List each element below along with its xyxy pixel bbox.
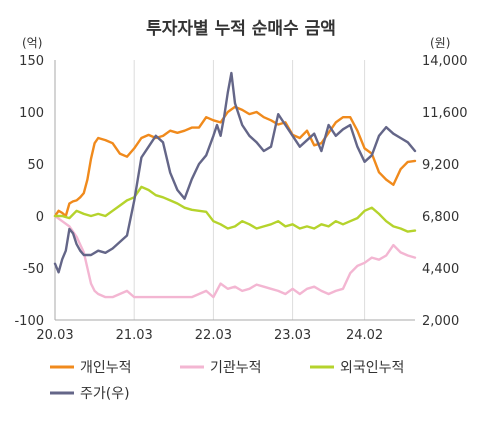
y-right-tick-label: 2,000: [422, 314, 459, 329]
x-tick-label: 23.03: [274, 328, 311, 343]
x-tick-label: 20.03: [36, 328, 73, 343]
series-lines: [53, 71, 417, 299]
x-ticks: 20.03 21.03 22.03 23.03 24.02: [36, 328, 383, 343]
y-left-tick-label: 150: [19, 54, 44, 69]
y-left-unit: (억): [22, 36, 42, 50]
y-right-tick-label: 14,000: [422, 54, 468, 69]
y-right-ticks: 14,000 11,600 9,200 6,800 4,400 2,000: [422, 54, 468, 329]
y-right-tick-label: 4,400: [422, 262, 459, 277]
x-tick-label: 22.03: [195, 328, 232, 343]
y-left-ticks: 150 100 50 0 -50 -100: [14, 54, 44, 329]
series-line-2: [53, 185, 417, 233]
legend-label: 기관누적: [210, 360, 262, 376]
series-line-3: [53, 71, 417, 274]
series-line-0: [53, 105, 417, 218]
x-tick-label: 24.02: [346, 328, 383, 343]
series-line-1: [53, 214, 417, 299]
y-right-tick-label: 9,200: [422, 158, 459, 173]
y-left-tick-label: 50: [27, 158, 44, 173]
grid: [54, 60, 366, 320]
y-left-tick-label: -50: [23, 262, 44, 277]
legend-label: 외국인누적: [340, 360, 404, 376]
legend-label: 주가(우): [80, 386, 130, 402]
y-right-unit: (원): [430, 36, 450, 50]
x-tick-label: 21.03: [116, 328, 153, 343]
y-right-tick-label: 6,800: [422, 210, 459, 225]
chart-title: 투자자별 누적 순매수 금액: [146, 19, 336, 39]
legend-label: 개인누적: [80, 360, 132, 376]
y-left-tick-label: -100: [14, 314, 44, 329]
y-left-tick-label: 0: [36, 210, 44, 225]
y-left-tick-label: 100: [19, 106, 44, 121]
y-right-tick-label: 11,600: [422, 106, 468, 121]
